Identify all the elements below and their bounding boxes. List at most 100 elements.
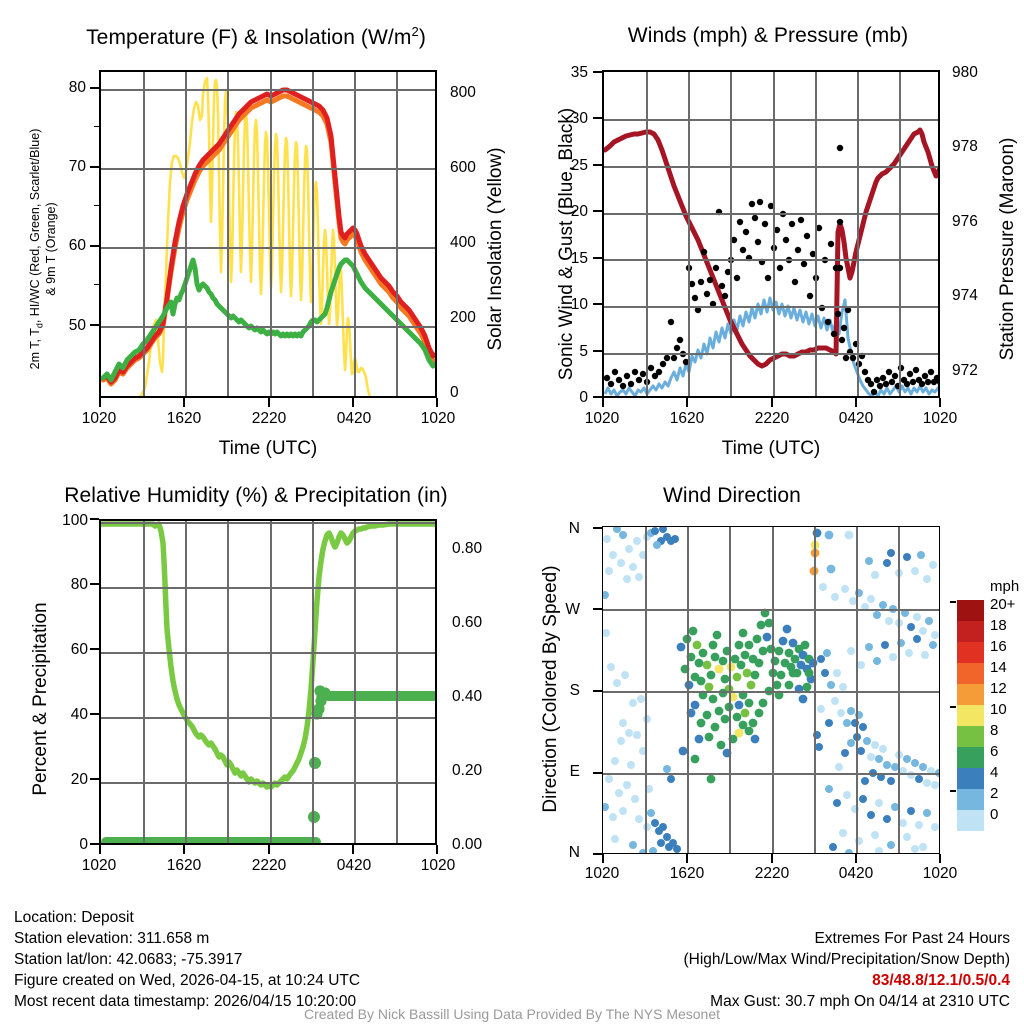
tick-bot2-1020b	[939, 398, 941, 407]
legend-label-20plus: 20+	[990, 596, 1016, 613]
legend-label-8: 8	[990, 722, 999, 739]
legend-swatch-14	[957, 663, 984, 684]
panel-wind-direction: Wind Direction Direction (Colored By Spe…	[512, 474, 1024, 904]
tick-left-70	[90, 166, 99, 168]
ytick-pr-000: 0.00	[452, 836, 483, 853]
legend-label-18: 18	[990, 617, 1007, 634]
ytick-wind-10: 10	[570, 296, 588, 313]
tick-bot-2220	[268, 398, 270, 407]
ytick-pres-978: 978	[952, 138, 978, 155]
xtick-1020a-panel4: 1020	[584, 865, 620, 882]
ytick-wind-0: 0	[579, 389, 588, 406]
ytick-insol-800: 800	[450, 84, 476, 101]
axis-title-time-panel1: Time (UTC)	[218, 438, 318, 459]
panel-title-humidity: Relative Humidity (%) & Precipitation (i…	[64, 484, 448, 507]
xtick-1020b-panel3: 1020	[420, 857, 456, 874]
ytick-insol-400: 400	[450, 234, 476, 251]
wind-speed-color-legend: mph 20+ 18 16 14 12 10 8 6 4 2 0	[950, 578, 1024, 840]
tick-bot3-1020b	[436, 845, 438, 854]
tick-bot2-1620	[686, 398, 688, 407]
tick-bot3-0420	[352, 845, 354, 854]
tick-bot2-1020a	[602, 398, 604, 407]
tick-wind-35	[593, 71, 602, 73]
tick-bot4-0420	[855, 854, 857, 863]
tick-rh-40	[90, 713, 99, 715]
ytick-dir-N-top: N	[568, 520, 580, 537]
xtick-1020b-panel4: 1020	[922, 865, 958, 882]
extremes-heading: Extremes For Past 24 Hours	[814, 930, 1010, 947]
xtick-1020a-panel3: 1020	[81, 857, 117, 874]
tick-bot4-1020b	[939, 854, 941, 863]
tick-wind-20	[593, 210, 602, 212]
temperature-series-svg	[101, 76, 435, 396]
winds-series-svg	[604, 127, 938, 396]
ytick-dir-W: W	[565, 601, 580, 618]
ytick-pres-980: 980	[952, 64, 978, 81]
ytick-50: 50	[68, 317, 86, 334]
ytick-insol-0: 0	[450, 384, 459, 401]
tick-bot-1020b	[436, 398, 438, 407]
ytick-pr-040: 0.40	[452, 688, 483, 705]
extremes-values: 83/48.8/12.1/0.5/0.4	[872, 972, 1010, 989]
ytick-insol-200: 200	[450, 309, 476, 326]
legend-label-4: 4	[990, 764, 999, 781]
tick-bot2-0420	[855, 398, 857, 407]
tick-rh-20	[90, 778, 99, 780]
tick-left-80	[90, 87, 99, 89]
xtick-0420-panel1: 0420	[336, 410, 372, 427]
legend-swatch-18	[957, 621, 984, 642]
tick-rh-80	[90, 583, 99, 585]
plot-area-temperature	[99, 70, 437, 398]
wind-direction-scatter-svg	[603, 527, 939, 853]
tick-wind-5	[593, 350, 602, 352]
station-latlon: Station lat/lon: 42.0683; -75.3917	[14, 951, 243, 968]
ytick-dir-N-bot: N	[568, 844, 580, 861]
ytick-pres-972: 972	[952, 362, 978, 379]
xtick-1620-panel2: 1620	[669, 410, 705, 427]
ytick-80: 80	[68, 79, 86, 96]
figure-created: Figure created on Wed, 2026-04-15, at 10…	[14, 972, 361, 989]
ytick-wind-5: 5	[579, 343, 588, 360]
figure-credit: Created By Nick Bassill Using Data Provi…	[303, 1006, 721, 1022]
tick-bot-0420	[352, 398, 354, 407]
ytick-rh-80: 80	[70, 576, 88, 593]
tick-dir-S	[593, 690, 602, 692]
legend-label-6: 6	[990, 743, 999, 760]
tick-wind-30	[593, 117, 602, 119]
tick-rh-60	[90, 648, 99, 650]
plot-area-wind-direction	[602, 526, 940, 854]
xtick-1020b-panel1: 1020	[420, 410, 456, 427]
panel-humidity-precip: Relative Humidity (%) & Precipitation (i…	[0, 474, 512, 904]
plot-area-winds	[602, 70, 940, 398]
data-timestamp: Most recent data timestamp: 2026/04/15 1…	[14, 993, 357, 1010]
tick-wind-10	[593, 303, 602, 305]
tick-bot3-1020a	[99, 845, 101, 854]
xtick-1620-panel3: 1620	[166, 857, 202, 874]
xtick-1020b-panel2: 1020	[922, 410, 958, 427]
tick-rh-0	[90, 843, 99, 845]
ytick-wind-25: 25	[570, 157, 588, 174]
xtick-1020a-panel2: 1020	[584, 410, 620, 427]
tick-dir-W	[593, 608, 602, 610]
panel-title-wind-direction: Wind Direction	[663, 484, 801, 507]
tick-bot3-2220	[268, 845, 270, 854]
tick-wind-25	[593, 164, 602, 166]
legend-units-label: mph	[990, 578, 1020, 595]
tick-left-minor3	[94, 126, 99, 128]
panel-temperature-insolation: Temperature (F) & Insolation (W/m2) 2m T…	[0, 14, 512, 474]
xtick-0420-panel4: 0420	[838, 865, 874, 882]
tick-bot4-2220	[771, 854, 773, 863]
ytick-pr-080: 0.80	[452, 540, 483, 557]
xtick-1620-panel1: 1620	[166, 410, 202, 427]
xtick-1020a-panel1: 1020	[81, 410, 117, 427]
tick-left-50	[90, 324, 99, 326]
legend-swatch-8	[957, 726, 984, 747]
ytick-rh-40: 40	[70, 706, 88, 723]
legend-swatch-12	[957, 684, 984, 705]
max-gust: Max Gust: 30.7 mph On 04/14 at 2310 UTC	[710, 993, 1010, 1010]
legend-swatch-0	[957, 810, 984, 831]
legend-label-0: 0	[990, 806, 999, 823]
ytick-rh-100: 100	[62, 512, 88, 529]
panel-title-winds: Winds (mph) & Pressure (mb)	[627, 24, 909, 47]
